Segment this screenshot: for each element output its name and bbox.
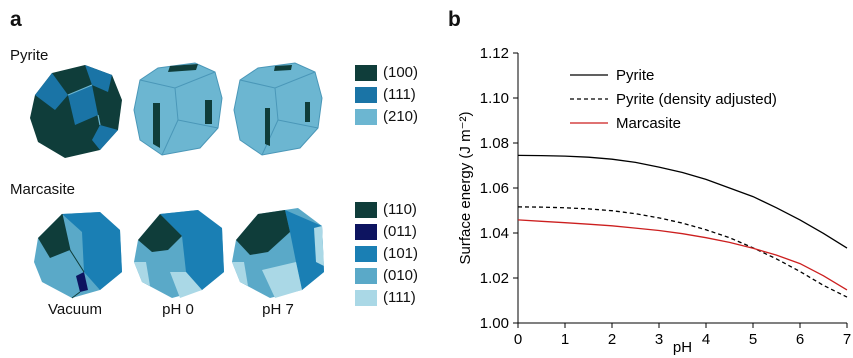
facet-swatch (355, 289, 377, 306)
pyrite-legend-item: (210) (355, 108, 418, 125)
x-tick-label: 2 (608, 331, 616, 348)
x-axis-label: pH (673, 339, 692, 356)
y-tick-label: 1.10 (480, 90, 509, 107)
x-tick-label: 7 (843, 331, 851, 348)
facet-label: (111) (383, 86, 416, 103)
marcasite-legend-item: (110) (355, 201, 417, 218)
marcasite-ph0-crystal (134, 210, 224, 298)
marcasite-row-label: Marcasite (10, 181, 76, 198)
surface-energy-chart: 0 1 2 3 4 5 6 7 1.00 1.02 1.04 1.06 1.08 1.10 1.12 Pyr… (457, 45, 851, 356)
facet-label: (110) (383, 201, 417, 218)
x-tick-label: 3 (655, 331, 663, 348)
facet-swatch (355, 86, 377, 103)
facet-label: (100) (383, 64, 419, 81)
legend-label-3: Marcasite (616, 115, 681, 132)
marcasite-legend-item: (010) (355, 267, 418, 284)
y-tick-label: 1.06 (480, 180, 509, 197)
x-tick-label: 0 (514, 331, 522, 348)
panel-b-label: b (448, 8, 461, 31)
pyrite-legend-item: (100) (355, 64, 418, 81)
y-axis-label: Surface energy (J m⁻²) (457, 112, 474, 265)
series-line-2 (517, 206, 848, 298)
facet-swatch (355, 201, 377, 218)
crystal-illustrations (30, 62, 324, 299)
chart-legend: Pyrite Pyrite (density adjusted) Marcasite (570, 67, 777, 132)
pyrite-vacuum-crystal (30, 65, 122, 158)
x-tick-label: 6 (796, 331, 804, 348)
x-tick-label: 4 (702, 331, 710, 348)
pyrite-row-label: Pyrite (10, 47, 49, 64)
marcasite-vacuum-crystal (34, 212, 122, 299)
pyrite-legend-item: (111) (355, 86, 416, 103)
y-tick-label: 1.02 (480, 270, 509, 287)
facet-label: (101) (383, 245, 419, 262)
y-tick-label: 1.04 (480, 225, 509, 242)
pyrite-ph7-crystal (233, 62, 323, 156)
facet-swatch (355, 245, 377, 262)
facet-label: (210) (383, 108, 419, 125)
condition-label-vacuum: Vacuum (48, 301, 102, 318)
marcasite-legend-item: (111) (355, 289, 416, 306)
x-tick-label: 1 (561, 331, 569, 348)
series-line-1 (517, 154, 848, 249)
facet-label: (010) (383, 267, 419, 284)
panel-a-label: a (10, 8, 22, 31)
x-tick-label: 5 (749, 331, 757, 348)
series-line-3 (517, 219, 848, 291)
condition-label-ph0: pH 0 (162, 301, 194, 318)
y-tick-label: 1.08 (480, 135, 509, 152)
facet-swatch (355, 267, 377, 284)
y-tick-label: 1.12 (480, 45, 509, 62)
marcasite-legend-item: (101) (355, 245, 418, 262)
facet-swatch (355, 223, 377, 240)
facet-swatch (355, 64, 377, 81)
chart-ticks: 0 1 2 3 4 5 6 7 1.00 1.02 1.04 1.06 1.08 1.10 1.12 (480, 45, 851, 348)
facet-label: (011) (383, 223, 417, 240)
legend-label-2: Pyrite (density adjusted) (616, 91, 777, 108)
chart-series (517, 154, 848, 298)
marcasite-legend-item: (011) (355, 223, 417, 240)
pyrite-ph0-crystal (133, 62, 223, 156)
facet-swatch (355, 108, 377, 125)
condition-label-ph7: pH 7 (262, 301, 294, 318)
legend-label-1: Pyrite (616, 67, 654, 84)
facet-label: (111) (383, 289, 416, 306)
y-tick-label: 1.00 (480, 315, 509, 332)
marcasite-ph7-crystal (232, 208, 324, 298)
